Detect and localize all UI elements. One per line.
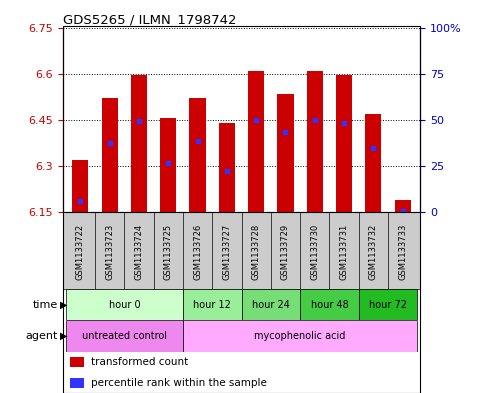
Bar bbox=[242, 289, 300, 320]
Text: GSM1133732: GSM1133732 bbox=[369, 224, 378, 280]
Text: percentile rank within the sample: percentile rank within the sample bbox=[91, 378, 267, 387]
Text: untreated control: untreated control bbox=[82, 331, 167, 341]
Text: hour 72: hour 72 bbox=[369, 299, 407, 310]
Text: ▶: ▶ bbox=[60, 299, 68, 310]
Text: hour 12: hour 12 bbox=[193, 299, 231, 310]
Text: GSM1133722: GSM1133722 bbox=[76, 224, 85, 280]
Text: GSM1133731: GSM1133731 bbox=[340, 224, 349, 280]
Bar bbox=[395, 200, 411, 212]
Text: GSM1133733: GSM1133733 bbox=[398, 224, 407, 280]
Bar bbox=[248, 71, 264, 212]
Text: GSM1133725: GSM1133725 bbox=[164, 224, 173, 280]
Bar bbox=[277, 94, 294, 212]
Bar bbox=[307, 71, 323, 212]
Text: GSM1133723: GSM1133723 bbox=[105, 224, 114, 280]
Bar bbox=[72, 160, 88, 212]
Text: ▶: ▶ bbox=[60, 331, 68, 341]
Bar bbox=[365, 114, 382, 212]
Bar bbox=[183, 320, 417, 352]
Text: GSM1133726: GSM1133726 bbox=[193, 224, 202, 280]
Bar bbox=[359, 289, 417, 320]
Bar bbox=[70, 378, 84, 388]
Text: GSM1133727: GSM1133727 bbox=[222, 224, 231, 280]
Text: time: time bbox=[33, 299, 58, 310]
Bar bbox=[131, 75, 147, 212]
Text: GSM1133728: GSM1133728 bbox=[252, 224, 261, 280]
Text: GSM1133730: GSM1133730 bbox=[310, 224, 319, 280]
Bar bbox=[66, 320, 183, 352]
Text: agent: agent bbox=[26, 331, 58, 341]
Text: GSM1133724: GSM1133724 bbox=[134, 224, 143, 280]
Bar bbox=[219, 123, 235, 212]
Bar bbox=[70, 357, 84, 367]
Bar bbox=[336, 75, 352, 212]
Bar bbox=[189, 98, 206, 212]
Bar bbox=[66, 289, 183, 320]
Bar bbox=[300, 289, 359, 320]
Text: GDS5265 / ILMN_1798742: GDS5265 / ILMN_1798742 bbox=[63, 13, 236, 26]
Text: hour 48: hour 48 bbox=[311, 299, 348, 310]
Text: GSM1133729: GSM1133729 bbox=[281, 224, 290, 280]
Bar bbox=[183, 289, 242, 320]
Bar bbox=[160, 118, 176, 212]
Text: mycophenolic acid: mycophenolic acid bbox=[255, 331, 346, 341]
Text: transformed count: transformed count bbox=[91, 357, 189, 367]
Text: hour 24: hour 24 bbox=[252, 299, 290, 310]
Text: hour 0: hour 0 bbox=[109, 299, 140, 310]
Bar bbox=[101, 98, 118, 212]
